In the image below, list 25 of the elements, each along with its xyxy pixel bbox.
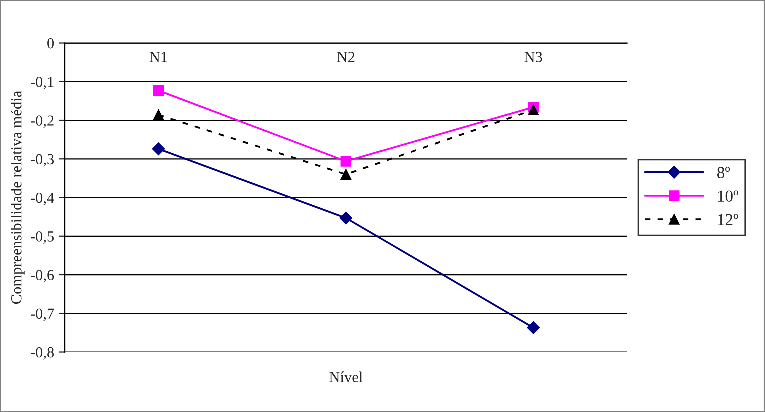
y-tick-label: -0,3 — [30, 154, 54, 167]
x-tick-label: N1 — [150, 52, 168, 62]
y-tick-label: -0,5 — [30, 232, 54, 244]
y-tick-label: -0,8 — [30, 347, 54, 360]
y-axis-title: Compreensibilidade relativa média — [10, 91, 25, 304]
x-tick-label: N2 — [337, 52, 355, 62]
x-tick-label: N3 — [524, 52, 542, 62]
point — [340, 156, 352, 167]
point — [527, 322, 540, 334]
point — [528, 104, 539, 116]
point — [152, 142, 166, 156]
point — [153, 85, 164, 96]
y-tick-label: 0 — [48, 38, 54, 49]
y-tick-label: -0,1 — [30, 77, 54, 90]
y-tick-label: -0,7 — [30, 308, 54, 322]
y-tick-label: -0,2 — [30, 116, 54, 128]
y-tick-label: -0,6 — [30, 270, 54, 283]
x-axis-title: Nível — [330, 372, 363, 382]
point — [340, 169, 352, 180]
legend-label: 8º — [718, 167, 730, 178]
point — [153, 110, 164, 120]
legend-label: 12º — [718, 214, 738, 226]
point — [340, 212, 353, 225]
y-tick-label: -0,4 — [30, 192, 54, 206]
legend-label: 10º — [718, 190, 738, 202]
